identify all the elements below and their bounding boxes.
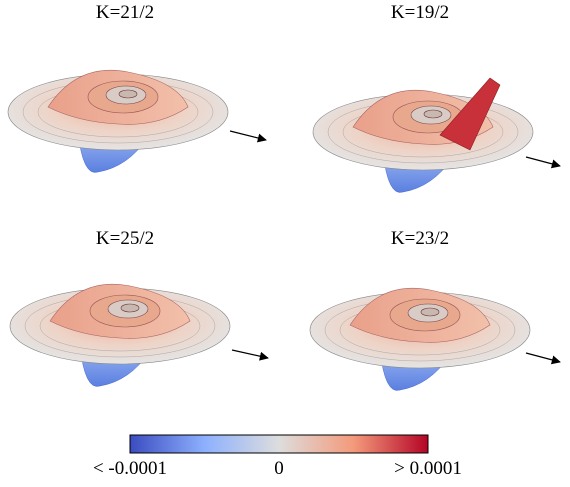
panel-title: K=25/2 — [96, 228, 154, 249]
arrow — [525, 352, 561, 365]
colorbar — [129, 434, 429, 454]
panel-title: K=21/2 — [96, 2, 154, 23]
colorbar-label: < -0.0001 — [93, 458, 167, 479]
panel-title: K=19/2 — [391, 2, 449, 23]
surface — [9, 283, 231, 387]
arrow — [231, 349, 269, 361]
colorbar-label: > 0.0001 — [394, 458, 462, 479]
arrow — [525, 156, 561, 169]
colorbar-label: 0 — [274, 458, 284, 479]
surface — [309, 287, 531, 391]
panel-title: K=23/2 — [391, 228, 449, 249]
peak — [439, 77, 501, 151]
surface — [312, 89, 534, 193]
surface — [7, 69, 229, 173]
arrow — [229, 130, 267, 143]
